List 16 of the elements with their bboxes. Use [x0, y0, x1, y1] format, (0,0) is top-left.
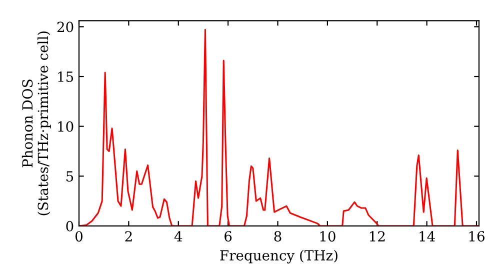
x-tick-label: 12	[370, 231, 385, 242]
x-axis-title: Frequency (THz)	[220, 250, 338, 264]
y-tick-label: 15	[58, 71, 74, 82]
y-tick-label: 5	[66, 171, 74, 182]
y-tick-label: 0	[66, 220, 74, 232]
x-tick-label: 8	[274, 231, 282, 242]
y-axis-title: Phonon DOS (States/THz·primitive cell)	[22, 31, 51, 216]
x-tick-label: 16	[469, 231, 484, 242]
y-tick-label: 10	[58, 121, 74, 132]
x-tick-label: 6	[224, 231, 232, 242]
y-tick-label: 20	[57, 22, 74, 32]
x-tick-label: 10	[320, 231, 336, 242]
x-tick-label: 2	[125, 231, 132, 242]
x-tick-label: 14	[420, 231, 435, 242]
x-tick-label: 4	[174, 231, 182, 242]
x-tick-label: 0	[75, 231, 82, 242]
